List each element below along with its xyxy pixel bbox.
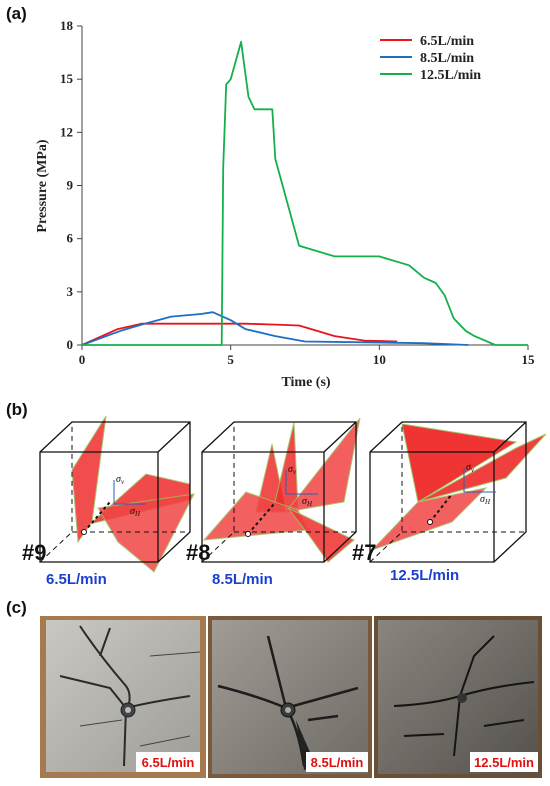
chart-series bbox=[81, 41, 528, 346]
cube-flow-2: 8.5L/min bbox=[212, 571, 273, 588]
series-line-2 bbox=[81, 311, 469, 346]
chart-axes: 0 5 10 15 0 3 6 9 12 15 18 bbox=[60, 18, 535, 367]
fracture-diagrams: σv σH #9 6.5L/min σv σH #8 8.5L/min σv σ… bbox=[22, 415, 547, 588]
y-tick-label: 6 bbox=[67, 231, 74, 246]
x-axis-label: Time (s) bbox=[281, 375, 330, 390]
panel-label-a: (a) bbox=[6, 4, 27, 23]
cube-flow-3: 12.5L/min bbox=[390, 567, 459, 584]
legend-label-1: 6.5L/min bbox=[420, 34, 474, 49]
pressure-chart: 0 5 10 15 0 3 6 9 12 15 18 6.5L/min 8.5L/min 12.5L/m… bbox=[35, 18, 535, 390]
chart-legend: 6.5L/min 8.5L/min 12.5L/min bbox=[380, 34, 481, 83]
y-tick-label: 12 bbox=[60, 124, 73, 139]
photo-flow-3: 12.5L/min bbox=[474, 755, 534, 770]
panel-label-b: (b) bbox=[6, 400, 28, 419]
cube-8: σv σH #8 8.5L/min bbox=[186, 417, 361, 588]
x-tick-label: 10 bbox=[373, 352, 386, 367]
photo-flow-1: 6.5L/min bbox=[142, 755, 195, 770]
x-tick-label: 15 bbox=[522, 352, 536, 367]
sigma-h-label-1: σH bbox=[130, 506, 141, 518]
x-tick-label: 5 bbox=[227, 352, 234, 367]
y-tick-label: 0 bbox=[67, 337, 74, 352]
specimen-photo-1: 6.5L/min bbox=[40, 616, 206, 778]
sigma-h-label-2: σH bbox=[302, 496, 313, 508]
cube-id-2: #8 bbox=[186, 540, 210, 565]
y-tick-label: 15 bbox=[60, 71, 74, 86]
specimen-photo-3: 12.5L/min bbox=[374, 616, 542, 778]
y-axis-label: Pressure (MPa) bbox=[35, 139, 50, 233]
y-tick-label: 18 bbox=[60, 18, 74, 33]
legend-label-3: 12.5L/min bbox=[420, 68, 481, 83]
specimen-photo-2: 8.5L/min bbox=[208, 616, 372, 778]
sigma-v-label-1: σv bbox=[116, 474, 125, 486]
x-tick-label: 0 bbox=[79, 352, 86, 367]
panel-label-c: (c) bbox=[6, 598, 27, 617]
sigma-v-label-2: σv bbox=[288, 464, 297, 476]
cube-id-1: #9 bbox=[22, 540, 46, 565]
specimen-photos: 6.5L/min 8.5L/min 12.5L/min bbox=[40, 616, 542, 778]
series-line-1 bbox=[81, 322, 398, 346]
cube-id-3: #7 bbox=[352, 540, 376, 565]
y-tick-label: 3 bbox=[67, 284, 74, 299]
cube-flow-1: 6.5L/min bbox=[46, 571, 107, 588]
sigma-h-label-3: σH bbox=[480, 494, 491, 506]
legend-label-2: 8.5L/min bbox=[420, 51, 474, 66]
sigma-v-label-3: σv bbox=[466, 462, 475, 474]
y-tick-label: 9 bbox=[67, 178, 74, 193]
cube-9: σv σH #9 6.5L/min bbox=[22, 415, 195, 588]
photo-flow-2: 8.5L/min bbox=[311, 755, 364, 770]
cube-7: σv σH #7 12.5L/min bbox=[352, 421, 547, 584]
series-line-3 bbox=[82, 41, 528, 346]
